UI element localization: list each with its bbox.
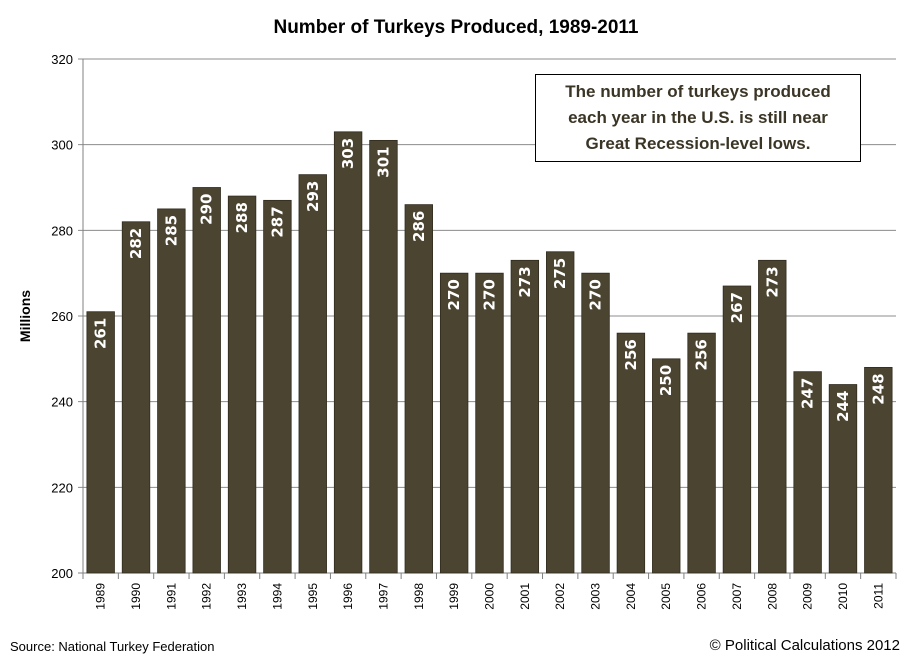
data-label-2000: 270: [481, 279, 499, 310]
x-tick-label: 1996: [341, 583, 355, 610]
x-tick-label: 1991: [164, 583, 178, 610]
data-label-2009: 247: [799, 378, 817, 409]
y-tick-label: 260: [51, 309, 73, 324]
x-tick-label: 1998: [412, 583, 426, 610]
x-tick-label: 2002: [553, 583, 567, 610]
bar-1990: [121, 221, 151, 574]
bars: [86, 131, 893, 574]
y-axis-ticks: 200 220 240 260 280 300 320: [51, 52, 73, 581]
x-tick-label: 2001: [518, 583, 532, 610]
bar-2010: [828, 384, 858, 574]
data-label-1994: 287: [268, 206, 286, 237]
bar-2006: [687, 332, 716, 574]
data-label-1991: 285: [162, 215, 180, 246]
data-label-2008: 273: [763, 266, 781, 297]
data-label-2003: 270: [587, 279, 605, 310]
x-tick-label: 1993: [235, 583, 249, 610]
bar-2002: [546, 251, 575, 574]
y-tick-label: 280: [51, 223, 73, 238]
x-tick-label: 2003: [589, 583, 603, 610]
bar-1998: [404, 204, 433, 574]
bar-2008: [758, 259, 787, 574]
y-tick-label: 320: [51, 52, 73, 67]
x-tick-label: 2010: [836, 583, 850, 610]
bar-2009: [793, 371, 822, 574]
copyright-credit: © Political Calculations 2012: [709, 637, 900, 654]
data-label-2004: 256: [622, 339, 640, 370]
y-tick-label: 200: [51, 566, 73, 581]
data-label-2011: 248: [869, 373, 887, 404]
bar-1996: [333, 131, 363, 574]
bar-2005: [652, 358, 681, 574]
data-label-1995: 293: [304, 181, 322, 212]
data-label-1996: 303: [339, 138, 357, 169]
bar-1993: [227, 195, 257, 574]
data-label-2005: 250: [657, 365, 675, 396]
bar-2000: [475, 272, 504, 574]
y-tick-label: 240: [51, 395, 73, 410]
x-tick-label: 1992: [200, 583, 214, 610]
bar-1992: [192, 187, 221, 574]
y-tick-label: 220: [51, 480, 73, 495]
data-label-2001: 273: [516, 266, 534, 297]
x-tick-label: 1997: [376, 583, 390, 610]
bar-2007: [722, 285, 752, 574]
x-tick-label: 2008: [765, 583, 779, 610]
x-tick-label: 1994: [270, 583, 284, 610]
x-tick-label: 2006: [695, 583, 709, 610]
y-tick-label: 300: [51, 138, 73, 153]
bar-1999: [439, 272, 469, 574]
bar-1989: [86, 311, 115, 574]
x-tick-label: 1999: [447, 583, 461, 610]
x-axis-ticks: 1989 1990 1991 1992 1993 1994 1995 1996 1997 1998…: [82, 573, 897, 610]
x-tick-label: 2007: [730, 583, 744, 610]
x-tick-label: 1990: [129, 583, 143, 610]
bar-2011: [864, 366, 893, 574]
data-label-1992: 290: [198, 194, 216, 225]
x-tick-label: 2005: [659, 583, 673, 610]
x-tick-label: 2004: [624, 583, 638, 610]
data-label-1997: 301: [374, 146, 392, 177]
bar-2004: [616, 332, 646, 574]
x-tick-label: 1995: [306, 583, 320, 610]
bar-2001: [510, 259, 540, 574]
x-tick-label: 1989: [94, 583, 108, 610]
data-label-2007: 267: [728, 292, 746, 323]
data-label-2010: 244: [834, 391, 852, 422]
x-tick-label: 2011: [871, 583, 885, 609]
data-label-1993: 288: [233, 202, 251, 233]
bar-1991: [157, 208, 186, 574]
bar-2003: [581, 272, 610, 574]
data-labels: 261 282 285 290 288 287 293 303 301 286 270 270 273 2…: [92, 138, 888, 422]
bar-1997: [369, 139, 398, 574]
data-label-1990: 282: [127, 228, 145, 259]
bar-1995: [298, 174, 327, 574]
chart-annotation: The number of turkeys produced each year…: [535, 74, 861, 162]
y-axis-label: Millions: [17, 290, 33, 342]
data-label-1999: 270: [445, 279, 463, 310]
bar-1994: [263, 199, 292, 574]
x-tick-label: 2009: [801, 583, 815, 610]
data-label-2002: 275: [551, 258, 569, 289]
source-note: Source: National Turkey Federation: [10, 639, 215, 654]
chart-title: Number of Turkeys Produced, 1989-2011: [273, 17, 638, 38]
data-label-1989: 261: [92, 318, 110, 349]
data-label-2006: 256: [693, 339, 711, 370]
data-label-1998: 286: [410, 211, 428, 242]
x-tick-label: 2000: [483, 583, 497, 610]
